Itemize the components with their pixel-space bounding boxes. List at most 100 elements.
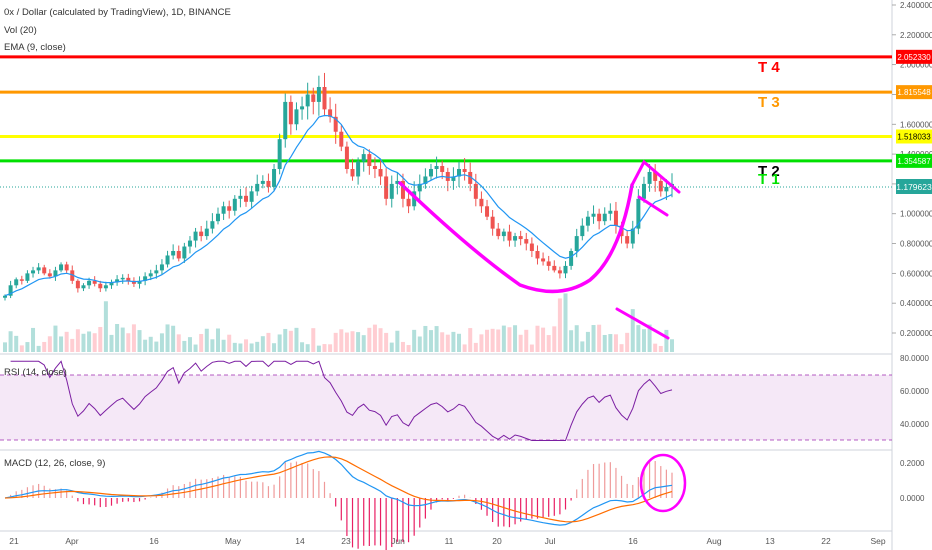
level-name: T 3 [758,94,780,111]
volume-bar [19,345,24,352]
volume-bar [333,332,338,352]
candle-body [266,180,271,187]
candle-body [210,221,215,229]
volume-bar [597,324,602,352]
volume-bar [378,328,383,352]
volume-bar [8,331,13,352]
time-tick-label: Apr [65,536,78,546]
volume-bar [406,345,411,352]
candle-body [238,195,243,199]
volume-bar [440,332,445,352]
candle-body [199,231,204,237]
candle-body [451,176,456,181]
volume-bar [395,330,400,352]
volume-bar [529,344,534,352]
candle-body [215,213,220,222]
candle-body [154,270,159,274]
volume-bar [311,328,316,352]
time-tick-label: Jul [545,536,556,546]
volume-bar [165,324,170,352]
volume-bar [255,341,260,352]
candle-body [423,176,428,184]
volume-bar [428,330,433,352]
volume-bar [507,327,512,352]
candle-body [445,171,450,181]
candle-body [608,210,613,214]
volume-bar [389,342,394,352]
signal-line [4,456,673,523]
candle-body [333,116,338,132]
volume-bar [47,336,52,352]
level-tag-value: 1.518033 [897,132,931,141]
volume-bar [350,331,355,352]
volume-bar [288,330,293,352]
volume-bar [361,335,366,352]
volume-bar [641,329,646,352]
candle-body [428,169,433,177]
candlesticks [3,72,674,301]
candle-body [81,285,86,289]
candle-body [524,239,529,244]
volume-bar [563,293,568,352]
volume-bar [171,325,176,352]
volume-bar [81,333,86,352]
candle-body [462,169,467,172]
candle-body [283,101,288,140]
candle-body [227,206,232,211]
candle-body [64,264,69,271]
volume-bar [400,341,405,352]
price-tick-label: 0.400000 [900,299,932,308]
volume-bar [120,327,125,352]
pennant-upper-annotation [630,159,681,194]
volume-bar [283,328,288,352]
volume-bar [485,329,490,352]
candle-body [641,183,646,199]
volume-bar [328,344,333,352]
candle-body [47,273,52,277]
volume-bar [92,333,97,352]
candle-body [563,265,568,274]
candle-body [204,228,209,237]
volume-bar [653,343,658,352]
volume-bar [630,309,635,352]
candle-body [244,195,249,202]
volume-bar [42,341,47,352]
candle-body [137,280,142,284]
volume-bar [367,327,372,352]
volume-bar [266,332,271,352]
candle-body [19,279,24,281]
candle-body [625,236,630,244]
volume-bar [344,332,349,352]
volume-bar [64,331,69,352]
candle-body [513,236,518,241]
candle-body [300,106,305,110]
volume-bar [300,342,305,352]
level-tag-value: 2.052330 [897,53,931,62]
volume-bar [670,339,674,352]
volume-bar [613,334,618,352]
candle-body [501,231,506,237]
volume-bars [3,293,674,352]
volume-bar [143,339,148,352]
candle-body [350,169,355,177]
time-tick-label: Jun [391,536,405,546]
candle-body [406,198,411,207]
macd-tick-label: 0.0000 [900,494,925,503]
candle-body [569,251,574,266]
volume-bar [87,331,92,352]
level-tag [896,85,932,100]
candle-body [630,228,635,244]
candle-body [457,169,462,177]
candle-body [541,258,546,262]
volume-bar [524,329,529,352]
candle-body [479,198,484,207]
candle-body [328,109,333,117]
volume-bar [574,325,579,352]
volume-bar [176,334,181,352]
candle-body [574,236,579,251]
volume-bar [625,332,630,352]
time-tick-label: 13 [765,536,775,546]
volume-bar [356,332,361,352]
volume-bar [14,335,19,352]
